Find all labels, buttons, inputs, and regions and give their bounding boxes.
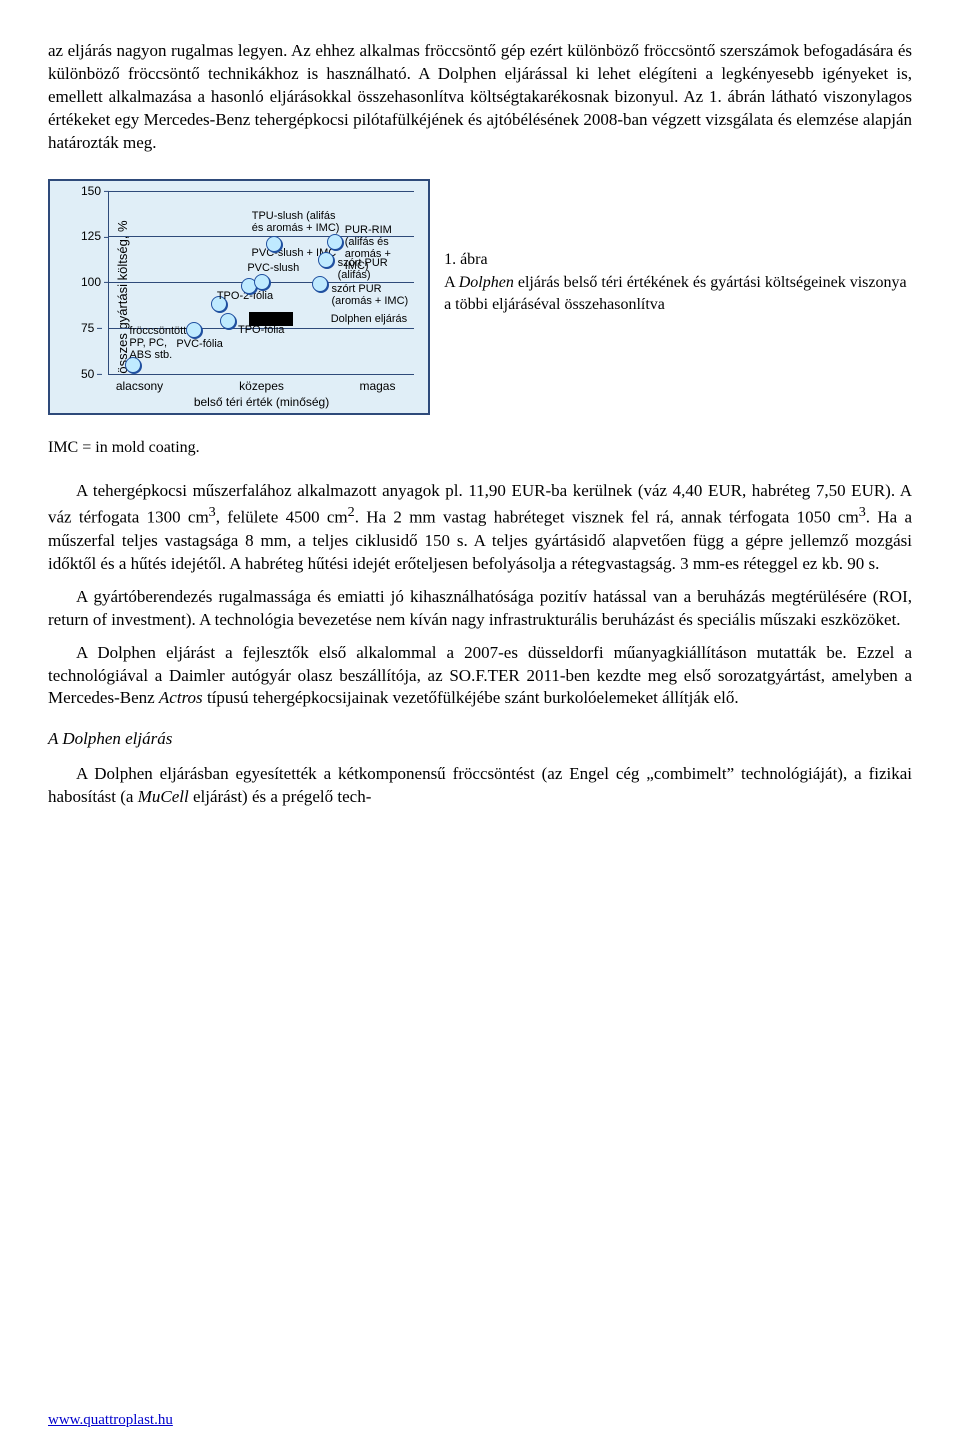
ytick: 100 — [81, 274, 101, 290]
figure-caption-text: A Dolphen eljárás belső téri értékének é… — [444, 272, 912, 315]
paragraph-2: A tehergépkocsi műszerfalához alkalmazot… — [48, 480, 912, 575]
ytick: 50 — [81, 366, 94, 382]
figure-caption: 1. ábra A Dolphen eljárás belső téri ért… — [444, 169, 912, 316]
ytick: 150 — [81, 183, 101, 199]
data-marker — [186, 322, 202, 338]
data-marker — [266, 236, 282, 252]
ytick: 75 — [81, 320, 94, 336]
data-marker — [327, 234, 343, 250]
xcategory: közepes — [239, 378, 284, 394]
marker-label: szórt PUR (aromás + IMC) — [332, 283, 415, 307]
data-marker — [318, 252, 334, 268]
marker-label: PUR-RIM (alifás ésaromás + IMC) — [345, 224, 414, 272]
p5-c: eljárást) és a prégelő tech- — [189, 787, 372, 806]
chart: összes gyártási költség, % 5075100125150… — [48, 179, 430, 415]
x-axis-title: belső téri érték (minőség) — [194, 394, 329, 410]
figure-number: 1. ábra — [444, 249, 912, 271]
paragraph-1: az eljárás nagyon rugalmas legyen. Az eh… — [48, 40, 912, 155]
figure-row: összes gyártási költség, % 5075100125150… — [48, 169, 912, 429]
paragraph-5: A Dolphen eljárásban egyesítették a kétk… — [48, 763, 912, 809]
marker-label: PVC-fólia — [176, 338, 222, 350]
data-marker — [220, 313, 236, 329]
footer-link[interactable]: www.quattroplast.hu — [48, 1410, 173, 1430]
dolphen-marker — [249, 312, 293, 326]
p4-c: típusú tehergépkocsijainak vezetőfülkéjé… — [203, 688, 739, 707]
chart-plot-area: 5075100125150fröccsöntöttPP, PC,ABS stb.… — [108, 191, 414, 375]
sup-2: 2 — [348, 504, 355, 520]
paragraph-3: A gyártóberendezés rugalmassága és emiat… — [48, 586, 912, 632]
sup-3b: 3 — [859, 504, 866, 520]
data-marker — [312, 276, 328, 292]
xcategory: alacsony — [116, 378, 163, 394]
marker-label: TPU-slush (alifásés aromás + IMC) — [252, 210, 340, 234]
ytick: 125 — [81, 228, 101, 244]
figure-italics: Dolphen — [459, 274, 514, 291]
imc-note: IMC = in mold coating. — [48, 437, 912, 459]
paragraph-4: A Dolphen eljárást a fejlesztők első alk… — [48, 642, 912, 711]
xcategory: magas — [359, 378, 395, 394]
marker-label: PVC-slush — [247, 262, 299, 274]
p2-c: . Ha 2 mm vastag habréteget visznek fel … — [355, 508, 859, 527]
sup-3a: 3 — [209, 504, 216, 520]
dolphen-label: Dolphen eljárás — [331, 313, 407, 325]
section-heading: A Dolphen eljárás — [48, 728, 912, 751]
p4-b: Actros — [159, 688, 203, 707]
data-marker — [254, 274, 270, 290]
gridline — [109, 191, 414, 192]
p2-b: , felülete 4500 cm — [216, 508, 348, 527]
p5-b: MuCell — [138, 787, 189, 806]
